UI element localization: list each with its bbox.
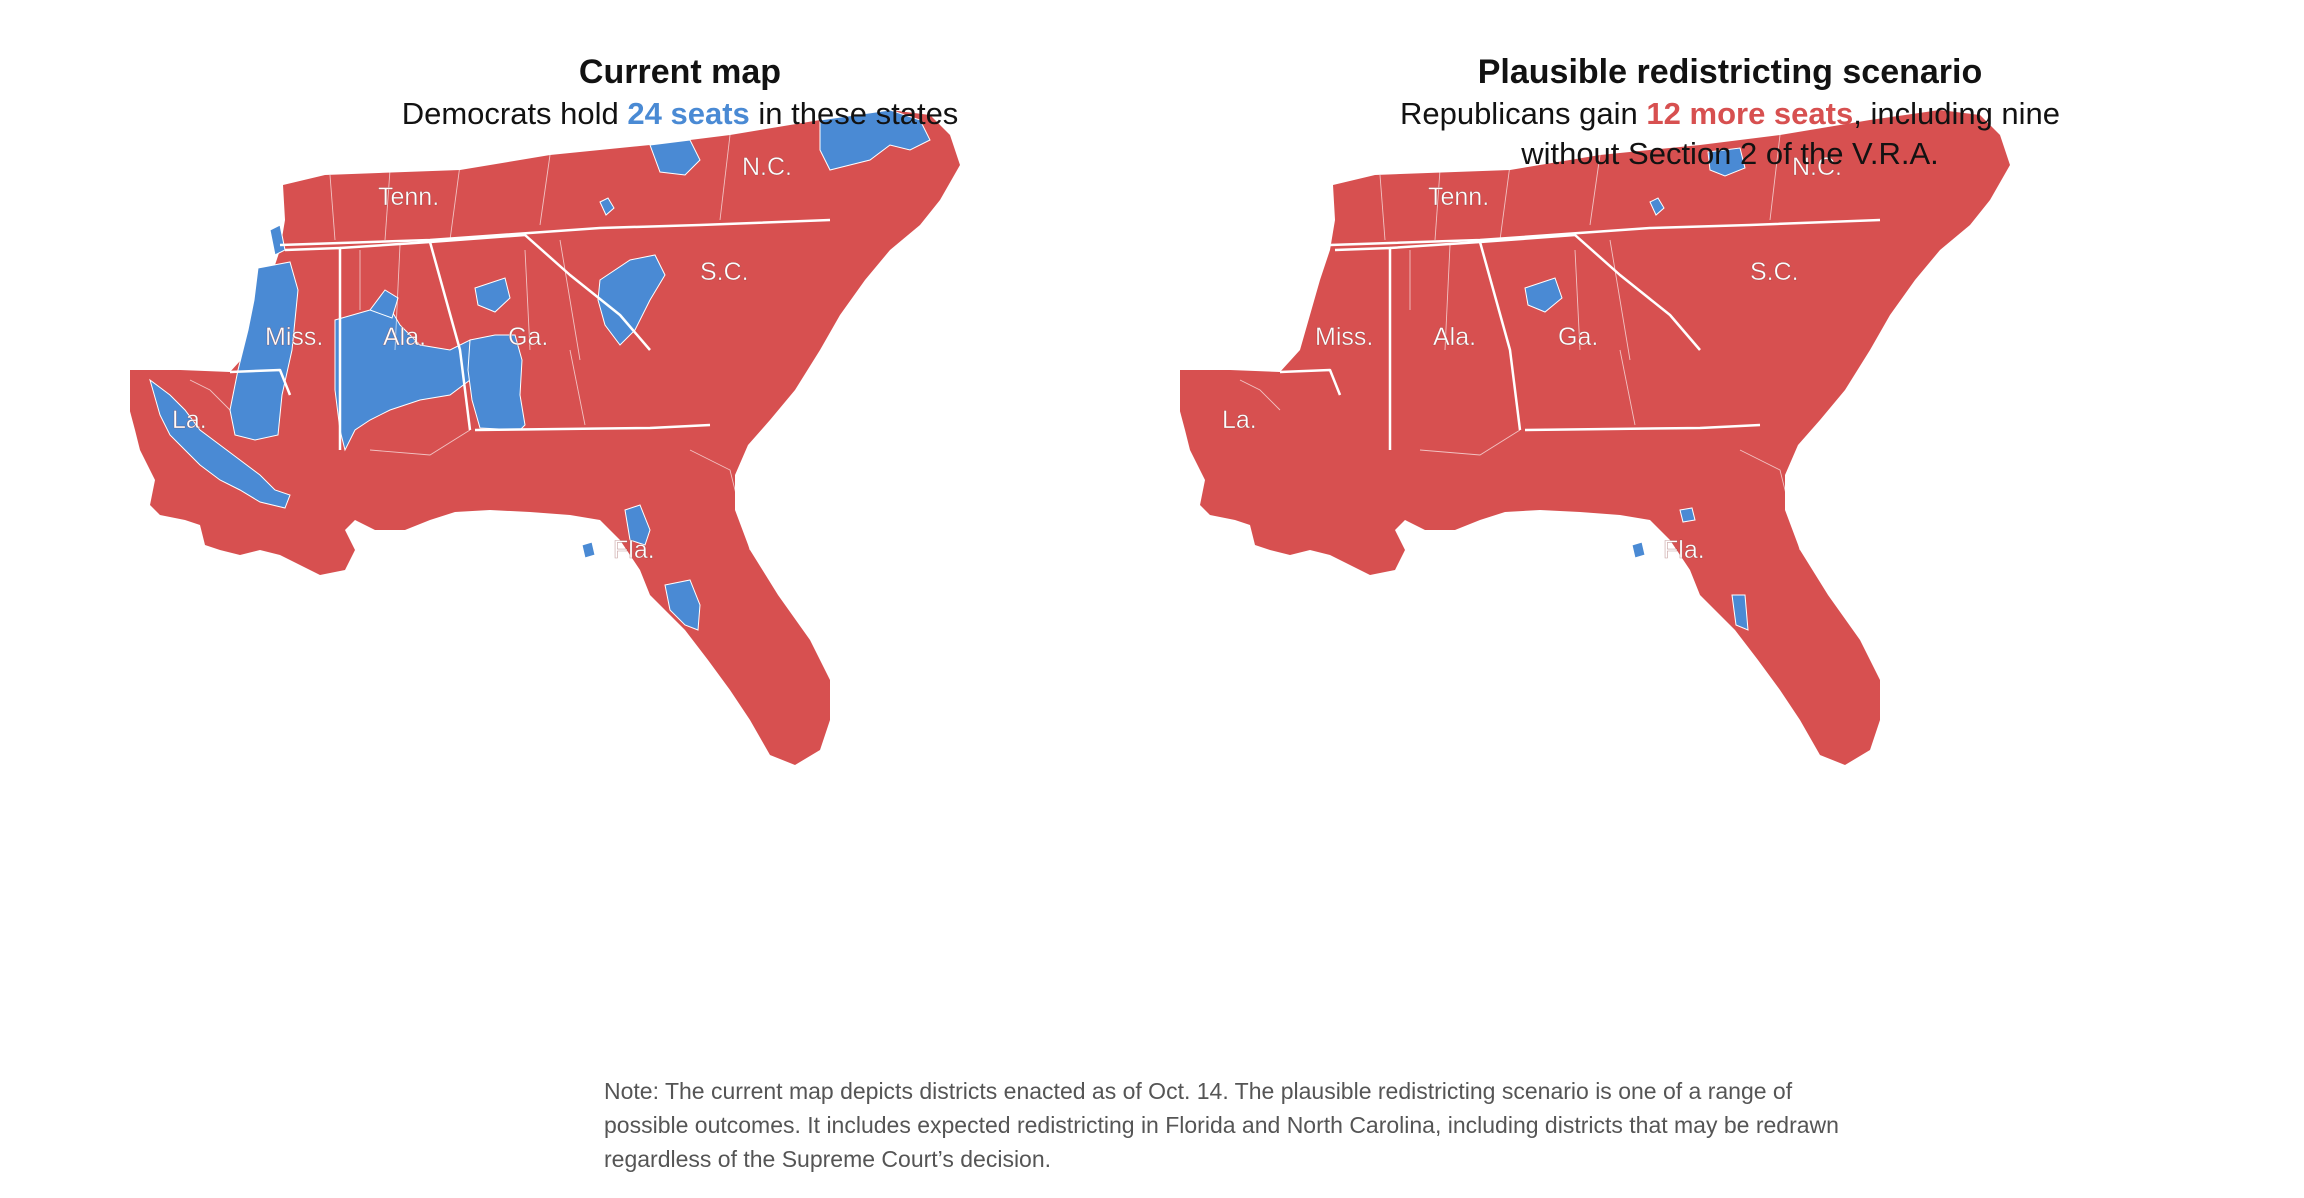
subtitle-post: in these states bbox=[749, 96, 959, 131]
district-fla-tampa bbox=[1631, 541, 1646, 559]
label-ala: Ala. bbox=[383, 323, 426, 351]
southeast-landmass bbox=[1180, 110, 2010, 765]
label-tenn: Tenn. bbox=[1428, 183, 1489, 211]
state-borders bbox=[1279, 218, 1881, 450]
label-sc: S.C. bbox=[700, 258, 749, 286]
district-fla-south bbox=[1731, 594, 1749, 631]
district-sc-clyburn bbox=[597, 254, 666, 346]
state-region-main bbox=[1180, 110, 2010, 765]
label-fla: Fla. bbox=[613, 536, 655, 564]
scenario-map-panel: Tenn. N.C. S.C. Miss. Ala. Ga. La. Fla. … bbox=[1180, 50, 2280, 1030]
label-tenn: Tenn. bbox=[378, 183, 439, 211]
district-borders bbox=[1239, 134, 1801, 551]
district-ga-atlanta bbox=[1524, 277, 1563, 313]
current-map: Tenn. N.C. S.C. Miss. Ala. Ga. La. Fla. bbox=[130, 109, 960, 765]
label-ga: Ga. bbox=[1558, 323, 1598, 351]
district-fla-south bbox=[664, 579, 701, 631]
panel-title: Current map bbox=[578, 53, 782, 91]
label-ga: Ga. bbox=[508, 323, 548, 351]
democratic-districts bbox=[1524, 147, 1749, 631]
district-la-2 bbox=[149, 378, 291, 509]
district-fla-orlando bbox=[1679, 507, 1696, 523]
state-labels: Tenn. N.C. S.C. Miss. Ala. Ga. La. Fla. bbox=[172, 153, 793, 565]
subtitle-pre: Democrats hold bbox=[401, 96, 628, 131]
panel-subtitle: Republicans gain 12 more seats, includin… bbox=[1390, 94, 2070, 174]
subtitle-post: , including nine without Section 2 of th… bbox=[1521, 96, 2061, 171]
district-miss-north bbox=[269, 224, 286, 256]
district-ga-southwest bbox=[467, 334, 526, 431]
district-borders bbox=[189, 134, 751, 551]
panel-title: Plausible redistricting scenario bbox=[1477, 53, 1983, 91]
label-miss: Miss. bbox=[1315, 323, 1373, 351]
state-region-main bbox=[130, 110, 960, 765]
scenario-map: Tenn. N.C. S.C. Miss. Ala. Ga. La. Fla. bbox=[1180, 110, 2010, 765]
scenario-map-header: Plausible redistricting scenario Republi… bbox=[1180, 50, 2280, 174]
district-fla-tampa bbox=[581, 541, 596, 559]
district-ga-atlanta bbox=[474, 277, 511, 313]
district-nc-central bbox=[649, 139, 701, 176]
district-nc-south bbox=[599, 197, 615, 216]
district-nc-south bbox=[1649, 197, 1665, 216]
state-labels: Tenn. N.C. S.C. Miss. Ala. Ga. La. Fla. bbox=[1222, 153, 1843, 565]
district-ala-birmingham bbox=[369, 289, 399, 319]
footnote: Note: The current map depicts districts … bbox=[604, 1078, 1839, 1172]
label-nc: N.C. bbox=[742, 153, 792, 181]
subtitle-pre: Republicans gain bbox=[1399, 96, 1647, 131]
label-miss: Miss. bbox=[265, 323, 323, 351]
label-ala: Ala. bbox=[1433, 323, 1476, 351]
district-fla-5 bbox=[624, 504, 651, 546]
label-sc: S.C. bbox=[1750, 258, 1799, 286]
district-nc-northeast bbox=[819, 109, 931, 171]
panel-subtitle: Democrats hold 24 seats in these states bbox=[340, 94, 1020, 134]
southeast-landmass bbox=[130, 110, 960, 765]
democratic-districts bbox=[149, 109, 931, 631]
subtitle-highlight: 12 more seats bbox=[1646, 96, 1854, 131]
state-borders bbox=[229, 218, 831, 450]
district-miss-delta bbox=[229, 261, 299, 441]
current-map-header: Current map Democrats hold 24 seats in t… bbox=[130, 50, 1230, 134]
subtitle-highlight: 24 seats bbox=[627, 96, 750, 131]
label-nc: N.C. bbox=[1792, 153, 1842, 181]
district-nc-triangle bbox=[1707, 147, 1746, 177]
current-map-panel: Tenn. N.C. S.C. Miss. Ala. Ga. La. Fla. … bbox=[130, 50, 1230, 1030]
label-la: La. bbox=[1222, 406, 1257, 434]
label-fla: Fla. bbox=[1663, 536, 1705, 564]
label-la: La. bbox=[172, 406, 207, 434]
